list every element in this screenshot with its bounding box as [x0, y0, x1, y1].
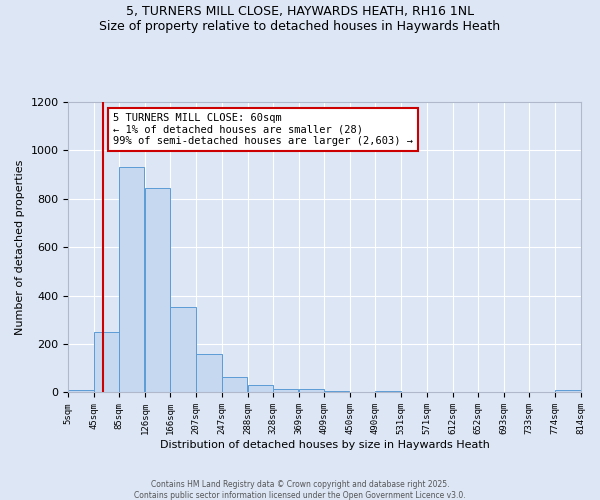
Text: 5 TURNERS MILL CLOSE: 60sqm
← 1% of detached houses are smaller (28)
99% of semi: 5 TURNERS MILL CLOSE: 60sqm ← 1% of deta… — [113, 113, 413, 146]
Bar — [299, 390, 324, 392]
Bar — [68, 390, 94, 392]
Bar — [221, 378, 247, 392]
Bar — [94, 332, 119, 392]
Y-axis label: Number of detached properties: Number of detached properties — [15, 160, 25, 335]
Bar — [273, 390, 298, 392]
Bar — [145, 188, 170, 392]
Text: 5, TURNERS MILL CLOSE, HAYWARDS HEATH, RH16 1NL
Size of property relative to det: 5, TURNERS MILL CLOSE, HAYWARDS HEATH, R… — [100, 5, 500, 33]
Bar — [555, 390, 581, 392]
X-axis label: Distribution of detached houses by size in Haywards Heath: Distribution of detached houses by size … — [160, 440, 490, 450]
Bar — [196, 354, 221, 393]
Text: Contains HM Land Registry data © Crown copyright and database right 2025.
Contai: Contains HM Land Registry data © Crown c… — [134, 480, 466, 500]
Bar — [119, 168, 145, 392]
Bar — [248, 385, 273, 392]
Bar — [170, 306, 196, 392]
